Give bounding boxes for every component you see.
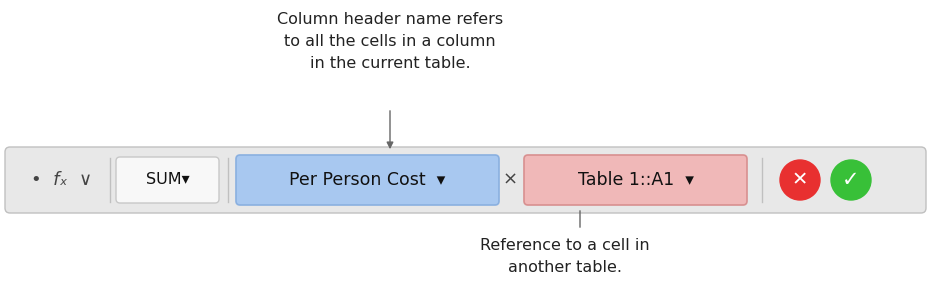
Text: Table 1::A1  ▾: Table 1::A1 ▾: [577, 171, 694, 189]
Text: •  fₓ  ∨: • fₓ ∨: [32, 171, 92, 189]
Text: ✕: ✕: [791, 170, 808, 189]
FancyBboxPatch shape: [5, 147, 926, 213]
Text: SUM▾: SUM▾: [145, 172, 189, 187]
FancyBboxPatch shape: [524, 155, 747, 205]
Text: Per Person Cost  ▾: Per Person Cost ▾: [290, 171, 446, 189]
Text: ×: ×: [503, 171, 518, 189]
Text: Column header name refers
to all the cells in a column
in the current table.: Column header name refers to all the cel…: [277, 12, 503, 71]
Text: ✓: ✓: [843, 170, 859, 190]
Circle shape: [780, 160, 820, 200]
Circle shape: [831, 160, 871, 200]
FancyBboxPatch shape: [236, 155, 499, 205]
Text: Reference to a cell in
another table.: Reference to a cell in another table.: [480, 238, 650, 275]
FancyBboxPatch shape: [116, 157, 219, 203]
